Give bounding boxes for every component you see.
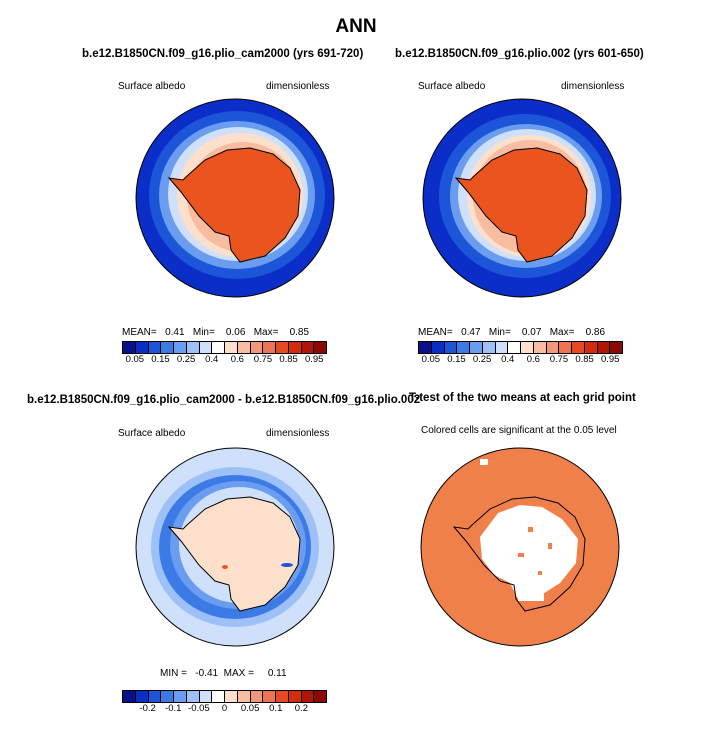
colorbar-tick-label: 0.6 [526,354,540,365]
colorbar-tick-label: 0.4 [205,354,219,365]
colorbar-swatch [148,691,162,702]
colorbar-swatch [495,342,509,353]
colorbar-swatch [225,342,238,353]
colorbar-swatch [212,691,225,702]
colorbar-tick-label: -0.1 [165,703,182,714]
colorbar-tick-label: 0.6 [230,354,244,365]
colorbar-swatch [419,342,432,353]
colorbar-tick-label: 0.75 [549,354,569,365]
panel1-right-label: dimensionless [266,81,330,92]
panel1-title: b.e12.B1850CN.f09_g16.plio_cam2000 (yrs … [82,48,364,60]
panel1-colorbar-labels: 0.05 0.15 0.25 0.4 0.6 0.75 0.85 0.95 [122,354,327,366]
panel3-colorbar-labels: -0.2 -0.1 -0.05 0 0.05 0.1 0.2 [122,703,327,715]
panel3-map [135,447,335,647]
colorbar-swatch [148,342,162,353]
colorbar-swatch [482,342,496,353]
panel1-stats: MEAN= 0.41 Min= 0.06 Max= 0.85 [122,327,310,338]
colorbar-swatch [237,691,251,702]
colorbar-swatch [161,691,174,702]
colorbar-tick-label: 0.05 [421,354,441,365]
colorbar-swatch [584,342,598,353]
colorbar-swatch [457,342,470,353]
colorbar-tick-label: -0.2 [139,703,156,714]
panel2-colorbar-swatches [418,341,623,354]
colorbar-swatch [123,691,136,702]
colorbar-tick-label: 0.2 [294,703,308,714]
panel2-colorbar: 0.05 0.15 0.25 0.4 0.6 0.75 0.85 0.95 [418,341,623,366]
panel1-map [135,98,335,298]
panel4-map [420,447,620,647]
panel2-map [422,98,622,298]
panel2-right-label: dimensionless [561,81,625,92]
colorbar-swatch [597,342,611,353]
colorbar-swatch [135,342,149,353]
colorbar-swatch [186,342,200,353]
colorbar-tick-label: -0.05 [188,703,210,714]
panel1-colorbar-swatches [122,341,327,354]
colorbar-tick-label: 0.25 [472,354,492,365]
colorbar-tick-label: 0.95 [600,354,620,365]
colorbar-tick-label: 0.95 [304,354,324,365]
panel4-subtitle: Colored cells are significant at the 0.0… [421,425,617,436]
colorbar-swatch [546,342,560,353]
panel3-right-label: dimensionless [266,428,330,439]
colorbar-swatch [521,342,534,353]
colorbar-swatch [314,691,326,702]
panel3-title: b.e12.B1850CN.f09_g16.plio_cam2000 - b.e… [27,394,421,406]
colorbar-swatch [174,691,187,702]
colorbar-swatch [237,342,251,353]
colorbar-swatch [212,342,225,353]
colorbar-swatch [250,342,264,353]
panel2-title: b.e12.B1850CN.f09_g16.plio.002 (yrs 601-… [395,48,644,60]
colorbar-tick-label: 0.25 [176,354,196,365]
colorbar-swatch [199,691,213,702]
panel1-colorbar: 0.05 0.15 0.25 0.4 0.6 0.75 0.85 0.95 [122,341,327,366]
colorbar-tick-label: 0.15 [447,354,466,365]
colorbar-swatch [276,342,289,353]
colorbar-swatch [288,691,302,702]
panel4-title: T-test of the two means at each grid poi… [409,392,636,404]
colorbar-tick-label: 0 [221,703,228,714]
colorbar-tick-label: 0.05 [125,354,145,365]
panel3-left-label: Surface albedo [118,428,186,439]
colorbar-swatch [559,342,572,353]
colorbar-tick-label: 0.05 [240,703,260,714]
panel2-left-label: Surface albedo [418,81,486,92]
colorbar-swatch [276,691,289,702]
colorbar-swatch [186,691,200,702]
colorbar-swatch [533,342,547,353]
colorbar-swatch [431,342,445,353]
colorbar-swatch [508,342,521,353]
colorbar-swatch [444,342,458,353]
panel2-stats: MEAN= 0.47 Min= 0.07 Max= 0.86 [418,327,606,338]
colorbar-swatch [123,342,136,353]
colorbar-swatch [470,342,483,353]
figure-title: ANN [335,16,377,37]
colorbar-tick-label: 0.15 [151,354,170,365]
panel3-colorbar: -0.2 -0.1 -0.05 0 0.05 0.1 0.2 [122,690,327,715]
colorbar-swatch [263,342,276,353]
colorbar-tick-label: 0.4 [501,354,515,365]
colorbar-swatch [301,342,315,353]
colorbar-swatch [288,342,302,353]
colorbar-swatch [301,691,315,702]
colorbar-swatch [314,342,326,353]
colorbar-tick-label: 0.85 [575,354,594,365]
panel2-colorbar-labels: 0.05 0.15 0.25 0.4 0.6 0.75 0.85 0.95 [418,354,623,366]
colorbar-tick-label: 0.85 [279,354,298,365]
panel3-colorbar-swatches [122,690,327,703]
colorbar-swatch [263,691,276,702]
panel1-left-label: Surface albedo [118,81,186,92]
panel3-stats: MIN = -0.41 MAX = 0.11 [160,668,287,679]
colorbar-tick-label: 0.1 [269,703,283,714]
colorbar-swatch [610,342,622,353]
colorbar-swatch [135,691,149,702]
colorbar-swatch [161,342,174,353]
colorbar-swatch [199,342,213,353]
colorbar-tick-label: 0.75 [253,354,273,365]
colorbar-swatch [250,691,264,702]
colorbar-swatch [572,342,585,353]
colorbar-swatch [225,691,238,702]
colorbar-swatch [174,342,187,353]
